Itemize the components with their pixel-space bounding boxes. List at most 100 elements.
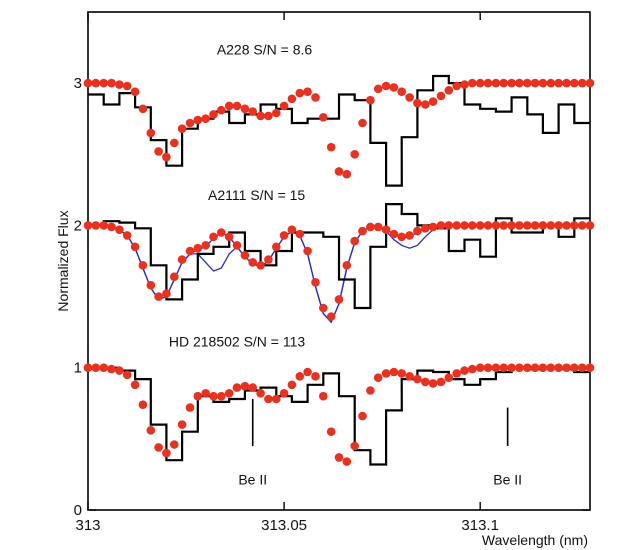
model-point xyxy=(287,94,297,104)
model-point xyxy=(264,394,273,404)
model-point xyxy=(209,391,218,401)
model-point xyxy=(185,246,195,256)
model-point xyxy=(538,78,548,88)
model-point xyxy=(507,363,516,373)
model-point xyxy=(546,78,556,88)
model-point xyxy=(107,364,116,374)
model-point xyxy=(279,231,289,240)
model-point xyxy=(232,383,242,392)
model-point xyxy=(264,255,273,264)
model-point xyxy=(499,78,509,88)
model-point xyxy=(538,221,548,230)
model-point xyxy=(334,167,344,176)
model-point xyxy=(554,363,563,373)
model-point xyxy=(122,81,132,91)
model-point xyxy=(272,108,281,118)
model-point xyxy=(523,221,532,230)
model-point xyxy=(107,78,116,88)
model-point xyxy=(272,394,281,404)
model-point xyxy=(452,369,462,378)
model-point xyxy=(193,115,203,125)
model-point xyxy=(562,221,571,230)
x-tick-label: 313.05 xyxy=(261,517,307,534)
observed-spectrum-line xyxy=(88,74,590,187)
model-point xyxy=(570,221,579,230)
model-point xyxy=(342,457,352,466)
model-point xyxy=(444,373,454,383)
model-point xyxy=(248,383,257,392)
model-point xyxy=(326,312,336,321)
model-point xyxy=(232,241,242,250)
model-point xyxy=(413,98,422,108)
model-point xyxy=(201,114,210,123)
model-point xyxy=(421,377,430,387)
model-point xyxy=(177,255,187,264)
model-point xyxy=(162,448,171,458)
model-point xyxy=(217,228,226,237)
y-tick-label: 1 xyxy=(74,360,82,377)
model-point xyxy=(170,138,179,148)
model-point xyxy=(319,303,328,313)
y-tick-label: 0 xyxy=(74,502,82,519)
model-point xyxy=(193,391,203,401)
model-point xyxy=(381,369,391,378)
model-point xyxy=(83,78,93,88)
x-axis: 313 313.05 313.1 xyxy=(75,12,499,534)
model-point xyxy=(483,363,493,373)
model-point xyxy=(460,366,469,375)
model-point xyxy=(358,411,367,421)
model-point xyxy=(193,243,203,253)
model-point xyxy=(585,363,595,373)
model-point xyxy=(523,363,532,373)
model-point xyxy=(350,150,360,159)
model-point xyxy=(507,221,516,230)
model-point xyxy=(295,88,305,98)
model-point xyxy=(185,118,195,128)
model-point xyxy=(83,221,93,230)
model-point xyxy=(154,443,163,452)
model-point xyxy=(170,440,179,449)
model-point xyxy=(428,222,438,232)
model-point xyxy=(413,374,422,384)
model-point xyxy=(303,246,312,256)
model-point xyxy=(460,221,469,230)
model-point xyxy=(91,363,101,373)
model-point xyxy=(130,380,140,390)
model-point xyxy=(224,232,234,242)
model-point xyxy=(115,366,124,375)
model-point xyxy=(311,93,320,102)
model-point xyxy=(107,222,116,232)
x-tick-label: 313.1 xyxy=(461,517,499,534)
model-point xyxy=(99,221,108,230)
model-point xyxy=(373,84,383,94)
model-point xyxy=(577,221,587,230)
model-point xyxy=(405,231,414,240)
model-point xyxy=(366,95,375,105)
model-point xyxy=(452,81,462,91)
model-point xyxy=(279,101,289,111)
model-point xyxy=(570,78,579,88)
model-point xyxy=(570,363,579,373)
model-point xyxy=(475,221,485,230)
model-point xyxy=(366,222,375,232)
model-point xyxy=(342,261,352,270)
model-point xyxy=(358,118,367,128)
model-point xyxy=(499,363,509,373)
model-point xyxy=(342,169,352,179)
model-point xyxy=(444,86,454,95)
annotation-label: A228 S/N = 8.6 xyxy=(217,42,313,58)
model-point xyxy=(326,427,336,437)
model-point xyxy=(91,221,101,230)
model-point xyxy=(491,78,501,88)
model-point xyxy=(585,78,595,88)
model-point xyxy=(209,110,218,119)
annotation-label: A2111 S/N = 15 xyxy=(208,187,305,203)
model-point xyxy=(397,369,407,378)
model-point xyxy=(530,221,540,230)
y-tick-label: 3 xyxy=(74,75,82,92)
model-point xyxy=(99,363,108,373)
model-point xyxy=(303,367,312,377)
model-point xyxy=(201,389,210,398)
model-point xyxy=(577,78,587,88)
model-point xyxy=(538,363,548,373)
